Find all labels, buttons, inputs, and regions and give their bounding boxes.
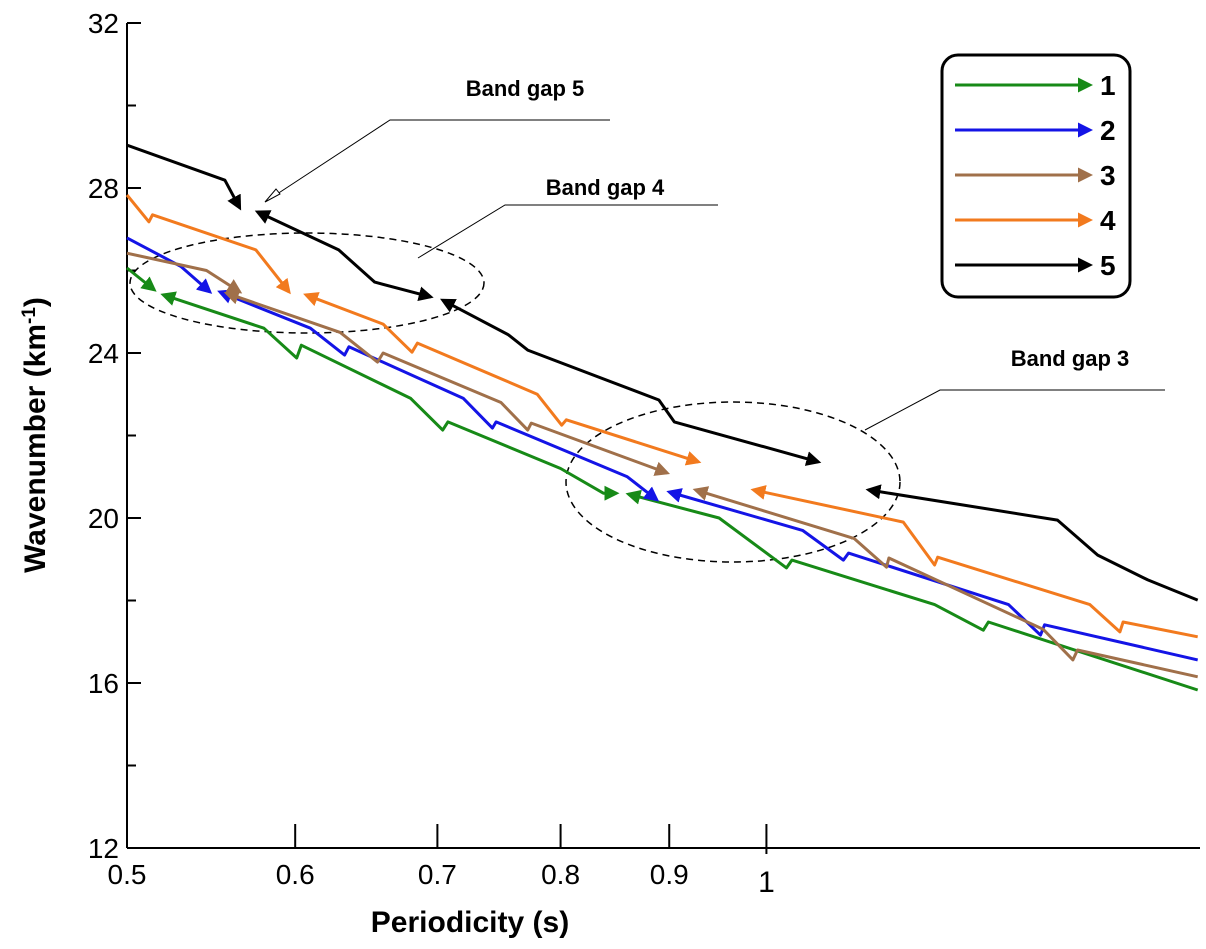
series-line xyxy=(126,266,157,292)
series-line xyxy=(303,292,702,466)
x-tick-label: 0.8 xyxy=(541,859,580,890)
series-line xyxy=(865,484,1199,602)
leader-arrow xyxy=(264,188,281,203)
gap-ellipse xyxy=(129,232,485,334)
series-line xyxy=(126,251,243,294)
legend-label: 1 xyxy=(1100,70,1116,101)
y-tick-label: 32 xyxy=(88,8,119,39)
x-tick-label: 1 xyxy=(758,866,775,899)
y-tick-label: 12 xyxy=(88,833,119,864)
leader-line xyxy=(267,119,610,201)
y-tick-label: 28 xyxy=(88,173,119,204)
legend-label: 2 xyxy=(1100,115,1116,146)
y-tick-label: 24 xyxy=(88,338,119,369)
annotation: Band gap 5 xyxy=(466,76,585,101)
series-line xyxy=(692,486,1199,679)
annotation: Band gap 4 xyxy=(546,175,665,200)
series-line xyxy=(666,488,1199,662)
y-tick-label: 16 xyxy=(88,668,119,699)
x-tick-label: 0.9 xyxy=(650,859,689,890)
annotation: Band gap 3 xyxy=(1011,346,1130,371)
x-tick-label: 0.6 xyxy=(276,859,315,890)
series-line xyxy=(160,291,620,501)
series-line xyxy=(625,489,1199,692)
leader-line xyxy=(864,389,1165,431)
y-axis-label-sup: -1 xyxy=(19,307,40,324)
y-axis-label-text: Wavenumber (km xyxy=(19,324,52,573)
x-tick-label: 0.5 xyxy=(108,859,147,890)
series-line xyxy=(440,298,822,466)
y-axis-label-after: ) xyxy=(19,297,52,307)
series-line xyxy=(254,210,434,302)
x-axis-label: Periodicity (s) xyxy=(371,906,569,939)
series-line xyxy=(126,143,242,211)
leader-line xyxy=(417,204,718,259)
legend-label: 3 xyxy=(1100,160,1116,191)
legend-label: 4 xyxy=(1100,205,1116,236)
series-line xyxy=(750,485,1198,639)
y-tick-label: 20 xyxy=(88,503,119,534)
y-axis-label: Wavenumber (km-1) xyxy=(19,297,52,573)
legend-label: 5 xyxy=(1100,250,1116,281)
series-line xyxy=(126,236,213,294)
series-line xyxy=(125,194,291,295)
x-tick-label: 0.7 xyxy=(418,859,457,890)
series-line xyxy=(217,289,660,502)
